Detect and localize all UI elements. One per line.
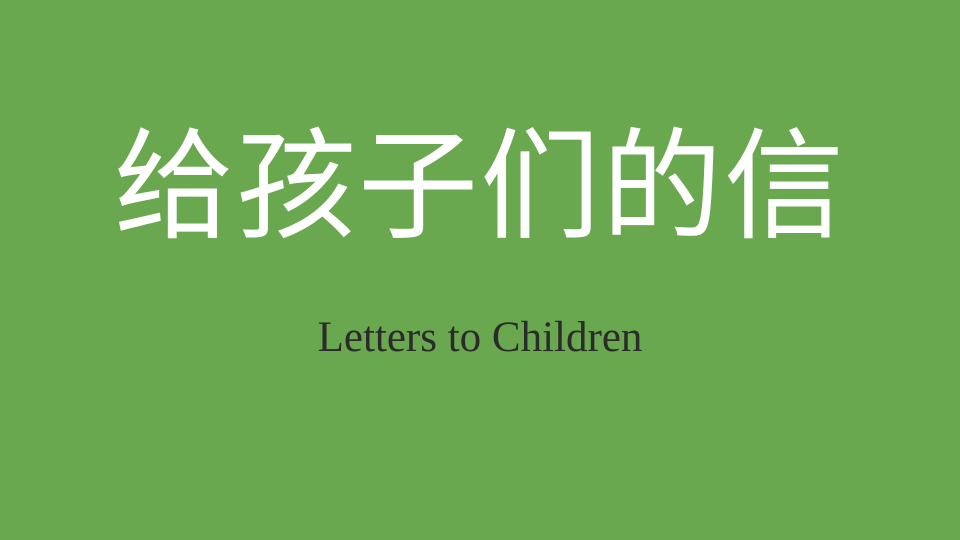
slide-subtitle: Letters to Children [317, 314, 643, 361]
slide-title: 给孩子们的信 [114, 118, 846, 257]
